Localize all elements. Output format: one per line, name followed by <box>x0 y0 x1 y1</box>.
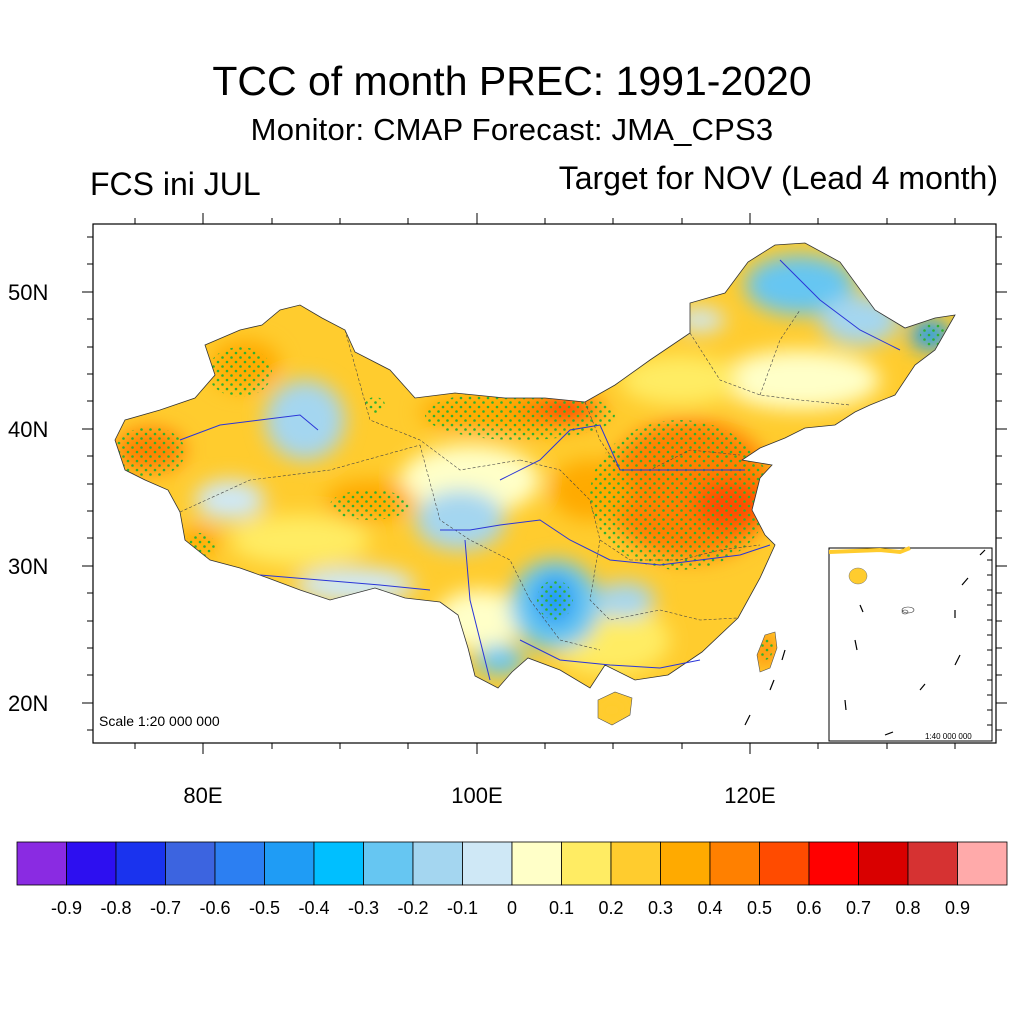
taiwan-outline <box>756 631 778 673</box>
colorbar-label: -0.3 <box>348 898 379 918</box>
colorbar-label: -0.8 <box>100 898 131 918</box>
colorbar-label: -0.4 <box>298 898 329 918</box>
init-label: FCS ini JUL <box>90 166 261 202</box>
map-title: TCC of month PREC: 1991-2020 <box>212 58 812 104</box>
lat-label-40n: 40N <box>8 417 48 442</box>
colorbar-label: -0.9 <box>51 898 82 918</box>
colorbar-label: -0.6 <box>199 898 230 918</box>
colorbar-swatch <box>759 841 810 886</box>
colorbar-swatch <box>808 841 859 886</box>
colorbar-swatch <box>561 841 612 886</box>
colorbar-label: 0.4 <box>697 898 722 918</box>
colorbar-swatch <box>907 841 958 886</box>
province-borders <box>179 309 851 651</box>
lon-label-120e: 120E <box>724 783 775 808</box>
rivers <box>179 259 901 681</box>
country-border <box>114 242 956 689</box>
colorbar-label: 0.9 <box>945 898 970 918</box>
colorbar-swatch <box>709 841 760 886</box>
colorbar-label: 0.6 <box>796 898 821 918</box>
inset-map <box>828 546 993 742</box>
lon-label-80e: 80E <box>183 783 222 808</box>
colorbar-swatch <box>363 841 414 886</box>
colorbar-swatch <box>858 841 909 886</box>
lat-label-20n: 20N <box>8 691 48 716</box>
colorbar-swatch <box>412 841 463 886</box>
hainan-outline <box>597 691 633 726</box>
colorbar-swatch <box>16 841 67 886</box>
colorbar-swatch <box>660 841 711 886</box>
colorbar-swatch <box>115 841 166 886</box>
scale-inset: 1:40 000 000 <box>925 732 972 741</box>
colorbar-swatch <box>957 841 1008 886</box>
colorbar-label: 0.8 <box>895 898 920 918</box>
colorbar-swatch <box>165 841 216 886</box>
colorbar-swatch <box>313 841 364 886</box>
colorbar-swatch <box>66 841 117 886</box>
lat-label-30n: 30N <box>8 554 48 579</box>
colorbar-swatch <box>214 841 265 886</box>
colorbar-label: 0 <box>507 898 517 918</box>
colorbar-swatch <box>264 841 315 886</box>
map-subtitle: Monitor: CMAP Forecast: JMA_CPS3 <box>250 112 774 147</box>
colorbar-swatch <box>511 841 562 886</box>
inset-ticks <box>987 559 992 726</box>
colorbar: -0.9 -0.8 -0.7 -0.6 -0.5 -0.4 -0.3 -0.2 -0.1 0 0.1… <box>16 841 1008 918</box>
axis-ticks <box>82 213 1007 754</box>
colorbar-label: -0.7 <box>150 898 181 918</box>
colorbar-label: -0.1 <box>447 898 478 918</box>
colorbar-label: 0.2 <box>598 898 623 918</box>
colorbar-swatch <box>610 841 661 886</box>
colorbar-label: -0.5 <box>249 898 280 918</box>
colorbar-label: 0.5 <box>747 898 772 918</box>
colorbar-label: 0.3 <box>648 898 673 918</box>
colorbar-label: -0.2 <box>397 898 428 918</box>
colorbar-label: 0.1 <box>549 898 574 918</box>
lon-label-100e: 100E <box>451 783 502 808</box>
colorbar-swatch <box>462 841 513 886</box>
colorbar-label: 0.7 <box>846 898 871 918</box>
target-label: Target for NOV (Lead 4 month) <box>558 160 998 196</box>
scale-main: Scale 1:20 000 000 <box>99 713 220 729</box>
lat-label-50n: 50N <box>8 280 48 305</box>
